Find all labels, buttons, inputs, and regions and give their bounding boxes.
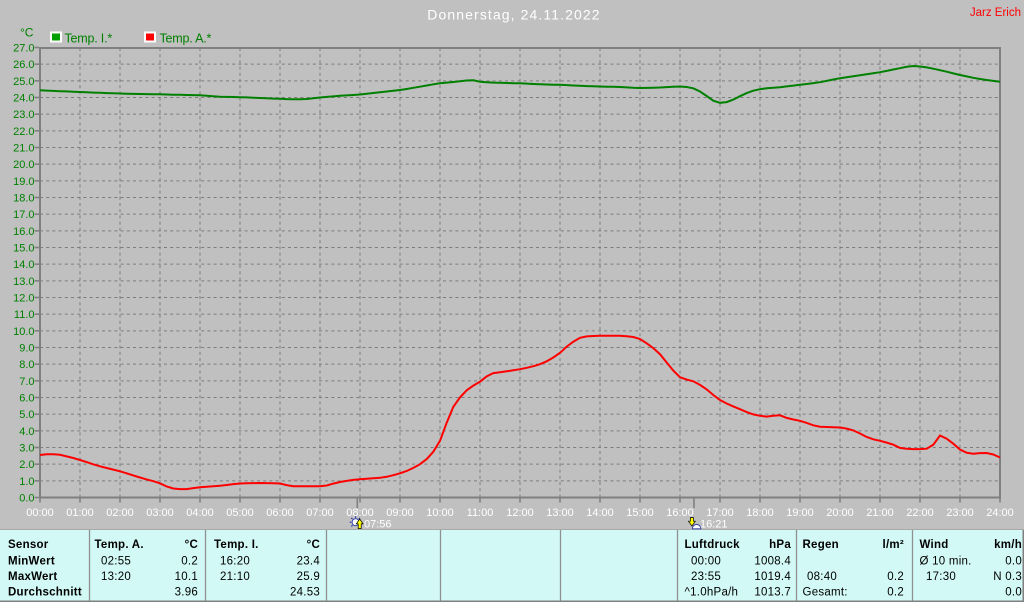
svg-text:22.0: 22.0 bbox=[13, 126, 34, 138]
svg-text:14.0: 14.0 bbox=[13, 259, 34, 271]
svg-text:hPa: hPa bbox=[769, 539, 791, 551]
svg-text:17:30: 17:30 bbox=[926, 571, 956, 583]
svg-text:23.4: 23.4 bbox=[297, 556, 321, 568]
svg-text:12:00: 12:00 bbox=[506, 507, 534, 519]
svg-text:km/h: km/h bbox=[994, 539, 1022, 551]
svg-text:11.0: 11.0 bbox=[14, 309, 35, 321]
svg-text:15:00: 15:00 bbox=[626, 507, 654, 519]
svg-text:Temp. A.*: Temp. A.* bbox=[160, 32, 212, 46]
svg-text:Temp. I.*: Temp. I.* bbox=[65, 32, 113, 46]
svg-text:07:56: 07:56 bbox=[364, 519, 392, 531]
svg-text:1013.7: 1013.7 bbox=[754, 587, 791, 599]
svg-text:16:00: 16:00 bbox=[666, 507, 694, 519]
svg-text:7.0: 7.0 bbox=[19, 376, 34, 388]
svg-text:0.0: 0.0 bbox=[19, 493, 34, 505]
svg-text:0.2: 0.2 bbox=[181, 556, 198, 568]
svg-text:4.0: 4.0 bbox=[19, 426, 34, 438]
svg-text:^1.0hPa/h: ^1.0hPa/h bbox=[685, 587, 739, 599]
svg-text:MaxWert: MaxWert bbox=[8, 571, 57, 583]
svg-text:03:00: 03:00 bbox=[146, 507, 174, 519]
svg-text:16.0: 16.0 bbox=[13, 226, 34, 238]
svg-text:0.2: 0.2 bbox=[887, 587, 904, 599]
svg-text:24.0: 24.0 bbox=[13, 93, 34, 105]
svg-text:14:00: 14:00 bbox=[586, 507, 614, 519]
svg-text:Durchschnitt: Durchschnitt bbox=[8, 587, 82, 599]
svg-text:Luftdruck: Luftdruck bbox=[685, 539, 741, 551]
svg-text:21.0: 21.0 bbox=[13, 143, 34, 155]
svg-text:27.0: 27.0 bbox=[13, 43, 34, 55]
svg-text:1.0: 1.0 bbox=[19, 476, 34, 488]
svg-text:13:00: 13:00 bbox=[546, 507, 574, 519]
svg-text:02:00: 02:00 bbox=[106, 507, 134, 519]
svg-text:16:21: 16:21 bbox=[700, 519, 728, 531]
svg-text:24.53: 24.53 bbox=[290, 587, 320, 599]
svg-text:2.0: 2.0 bbox=[19, 459, 34, 471]
svg-text:06:00: 06:00 bbox=[266, 507, 294, 519]
svg-text:01:00: 01:00 bbox=[66, 507, 94, 519]
svg-text:°C: °C bbox=[185, 539, 198, 551]
svg-text:16:20: 16:20 bbox=[220, 556, 250, 568]
svg-text:15.0: 15.0 bbox=[13, 243, 34, 255]
svg-text:Donnerstag, 24.11.2022: Donnerstag, 24.11.2022 bbox=[427, 7, 600, 23]
svg-text:12.0: 12.0 bbox=[13, 293, 34, 305]
svg-text:MinWert: MinWert bbox=[8, 556, 55, 568]
svg-text:10.1: 10.1 bbox=[175, 571, 198, 583]
svg-text:3.96: 3.96 bbox=[175, 587, 198, 599]
svg-text:18:00: 18:00 bbox=[746, 507, 774, 519]
svg-text:Jarz Erich: Jarz Erich bbox=[970, 7, 1021, 19]
svg-text:3.0: 3.0 bbox=[19, 443, 34, 455]
svg-text:13:20: 13:20 bbox=[101, 571, 131, 583]
svg-text:N 0.3: N 0.3 bbox=[993, 571, 1022, 583]
svg-text:10.0: 10.0 bbox=[13, 326, 34, 338]
svg-text:24:00: 24:00 bbox=[986, 507, 1014, 519]
svg-text:05:00: 05:00 bbox=[226, 507, 254, 519]
svg-text:08:40: 08:40 bbox=[807, 571, 837, 583]
svg-text:Temp. A.: Temp. A. bbox=[95, 539, 144, 551]
svg-text:9.0: 9.0 bbox=[19, 343, 34, 355]
svg-text:17:00: 17:00 bbox=[706, 507, 734, 519]
svg-text:Sensor: Sensor bbox=[8, 539, 49, 551]
svg-text:1008.4: 1008.4 bbox=[754, 556, 791, 568]
svg-text:18.0: 18.0 bbox=[13, 193, 34, 205]
svg-text:02:55: 02:55 bbox=[101, 556, 131, 568]
svg-text:Wind: Wind bbox=[920, 539, 949, 551]
svg-text:Temp. I.: Temp. I. bbox=[214, 539, 259, 551]
svg-text:25.0: 25.0 bbox=[13, 76, 34, 88]
svg-text:07:00: 07:00 bbox=[306, 507, 334, 519]
svg-text:00:00: 00:00 bbox=[26, 507, 54, 519]
svg-text:21:10: 21:10 bbox=[220, 571, 250, 583]
svg-text:04:00: 04:00 bbox=[186, 507, 214, 519]
svg-text:08:00: 08:00 bbox=[346, 507, 374, 519]
svg-text:5.0: 5.0 bbox=[19, 409, 34, 421]
svg-text:22:00: 22:00 bbox=[906, 507, 934, 519]
svg-text:25.9: 25.9 bbox=[297, 571, 320, 583]
svg-text:8.0: 8.0 bbox=[19, 359, 34, 371]
svg-text:10:00: 10:00 bbox=[426, 507, 454, 519]
svg-text:23:55: 23:55 bbox=[691, 571, 721, 583]
svg-text:23:00: 23:00 bbox=[946, 507, 974, 519]
svg-text:09:00: 09:00 bbox=[386, 507, 414, 519]
svg-text:26.0: 26.0 bbox=[13, 59, 34, 71]
svg-text:0.0: 0.0 bbox=[1005, 556, 1022, 568]
svg-text:13.0: 13.0 bbox=[13, 276, 34, 288]
svg-text:0.0: 0.0 bbox=[1005, 587, 1022, 599]
svg-text:6.0: 6.0 bbox=[19, 393, 34, 405]
svg-text:19:00: 19:00 bbox=[786, 507, 814, 519]
svg-text:Ø 10 min.: Ø 10 min. bbox=[920, 556, 972, 568]
svg-text:l/m²: l/m² bbox=[883, 539, 904, 551]
svg-text:Gesamt:: Gesamt: bbox=[803, 587, 848, 599]
svg-text:23.0: 23.0 bbox=[13, 109, 34, 121]
svg-text:11:00: 11:00 bbox=[467, 507, 494, 519]
svg-text:°C: °C bbox=[20, 26, 34, 40]
svg-text:0.2: 0.2 bbox=[887, 571, 904, 583]
svg-text:21:00: 21:00 bbox=[866, 507, 894, 519]
svg-text:17.0: 17.0 bbox=[13, 209, 34, 221]
svg-text:°C: °C bbox=[307, 539, 320, 551]
svg-text:19.0: 19.0 bbox=[13, 176, 34, 188]
svg-text:20:00: 20:00 bbox=[826, 507, 854, 519]
svg-text:20.0: 20.0 bbox=[13, 159, 34, 171]
svg-text:Regen: Regen bbox=[803, 539, 839, 551]
svg-text:1019.4: 1019.4 bbox=[754, 571, 791, 583]
svg-text:00:00: 00:00 bbox=[691, 556, 721, 568]
